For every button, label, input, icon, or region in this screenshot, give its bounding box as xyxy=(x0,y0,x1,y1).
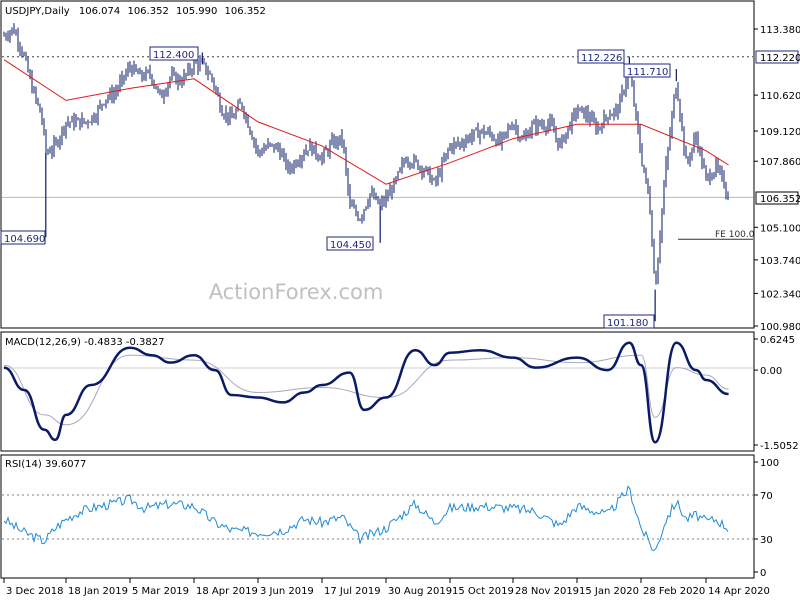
macd-tick-label: 0.00 xyxy=(760,366,782,377)
rsi-tick-label: 30 xyxy=(760,535,773,546)
date-axis: 3 Dec 2018 18 Jan 2019 5 Mar 2019 18 Apr 20… xyxy=(3,578,770,597)
annotation-101180-label: 101.180 xyxy=(607,318,648,329)
price-tick-label: 110.620 xyxy=(760,91,800,102)
annotation-104690-label: 104.690 xyxy=(4,234,45,245)
macd-tick-label: -1.5052 xyxy=(760,441,799,452)
rsi-tick-label: 0 xyxy=(760,568,766,579)
date-tick-label: 3 Jun 2019 xyxy=(260,586,314,597)
moving-average-line xyxy=(3,59,729,185)
rsi-tick-label: 100 xyxy=(760,458,779,469)
price-tick-label: 102.340 xyxy=(760,289,800,300)
symbol-label: USDJPY,Daily xyxy=(5,6,70,17)
macd-main-line xyxy=(3,341,729,444)
rsi-header: RSI(14) 39.6077 xyxy=(5,459,86,470)
annotation-112226: 112.226 xyxy=(577,49,625,64)
high-value: 106.352 xyxy=(127,6,168,17)
price-tick-label: 109.120 xyxy=(760,127,800,138)
low-value: 105.990 xyxy=(176,6,217,17)
price-highlight-label: 112.220 xyxy=(760,53,800,64)
macd-header: MACD(12,26,9) -0.4833 -0.3827 xyxy=(5,337,165,348)
price-tick-label: 100.980 xyxy=(760,322,800,333)
rsi-panel xyxy=(0,454,755,579)
annotation-111710: 111.710 xyxy=(623,63,671,78)
macd-signal-line xyxy=(3,354,729,426)
date-tick-label: 15 Jan 2020 xyxy=(579,586,639,597)
annotation-101180: 101.180 xyxy=(603,314,655,329)
price-current-label: 106.352 xyxy=(760,194,800,205)
rsi-tick-label: 70 xyxy=(760,491,773,502)
main-header: USDJPY,Daily 106.074 106.352 105.990 106… xyxy=(5,6,266,17)
fe-level-label: FE 100.0 xyxy=(715,230,755,240)
main-panel xyxy=(0,0,755,329)
annotation-112400: 112.400 xyxy=(149,46,199,61)
date-tick-label: 15 Oct 2019 xyxy=(452,586,514,597)
macd-axis: 0.6245 0.00 -1.5052 xyxy=(754,335,799,452)
annotation-104450-label: 104.450 xyxy=(330,240,371,251)
date-tick-label: 17 Jul 2019 xyxy=(324,586,381,597)
macd-panel xyxy=(0,331,755,452)
rsi-line xyxy=(3,485,729,552)
annotation-112400-label: 112.400 xyxy=(153,50,194,61)
price-tick-label: 103.740 xyxy=(760,256,800,267)
annotation-112226-label: 112.226 xyxy=(581,53,622,64)
price-bars xyxy=(3,23,729,322)
close-value: 106.352 xyxy=(225,6,266,17)
rsi-axis: 100 70 30 0 xyxy=(754,458,779,579)
price-tick-label: 113.380 xyxy=(760,25,800,36)
date-tick-label: 14 Apr 2020 xyxy=(708,586,770,597)
price-tick-label: 107.860 xyxy=(760,157,800,168)
rsi-levels xyxy=(2,494,753,540)
price-axis: 113.380 110.620 109.120 107.860 105.100 103.7… xyxy=(754,25,800,333)
date-tick-label: 30 Aug 2019 xyxy=(388,586,452,597)
date-tick-label: 18 Apr 2019 xyxy=(196,586,258,597)
open-value: 106.074 xyxy=(79,6,120,17)
annotation-104450: 104.450 xyxy=(326,236,374,251)
date-tick-label: 5 Mar 2019 xyxy=(132,586,189,597)
date-tick-label: 3 Dec 2018 xyxy=(6,586,64,597)
annotation-111710-label: 111.710 xyxy=(627,67,668,78)
price-current-box xyxy=(755,191,799,205)
watermark: ActionForex.com xyxy=(209,280,384,304)
annotation-104690: 104.690 xyxy=(0,230,46,245)
date-tick-label: 18 Jan 2019 xyxy=(68,586,128,597)
price-tick-label: 105.100 xyxy=(760,223,800,234)
macd-tick-label: 0.6245 xyxy=(760,335,795,346)
date-tick-label: 28 Nov 2019 xyxy=(515,586,579,597)
date-tick-label: 28 Feb 2020 xyxy=(643,586,705,597)
price-highlight-box xyxy=(755,50,799,64)
